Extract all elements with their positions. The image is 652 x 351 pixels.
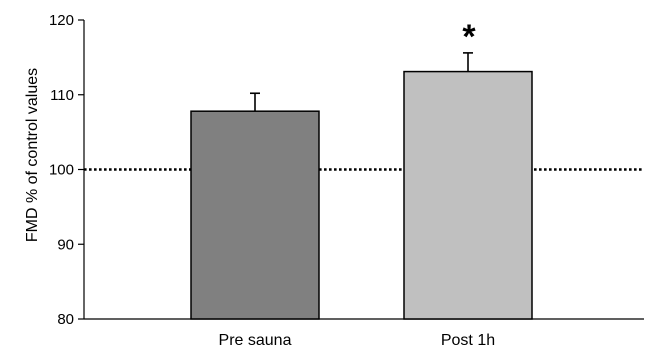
y-axis: 80 90 100 110 120 — [49, 12, 644, 328]
bar-pre-sauna — [190, 110, 320, 320]
bar-post-1h — [403, 70, 533, 320]
category-labels: Pre sauna Post 1h — [219, 332, 496, 349]
annotations: * — [462, 18, 476, 56]
x-category-label: Post 1h — [441, 332, 495, 349]
error-bars — [250, 52, 473, 112]
y-tick-label: 90 — [57, 236, 74, 253]
y-tick-label: 120 — [49, 12, 74, 29]
y-axis-title: FMD % of control values — [24, 68, 41, 242]
x-category-label: Pre sauna — [219, 332, 292, 349]
y-tick-label: 110 — [50, 87, 74, 104]
bars — [190, 70, 533, 320]
y-tick-label: 100 — [49, 162, 74, 179]
significance-asterisk: * — [462, 18, 476, 56]
y-tick-label: 80 — [57, 311, 74, 328]
